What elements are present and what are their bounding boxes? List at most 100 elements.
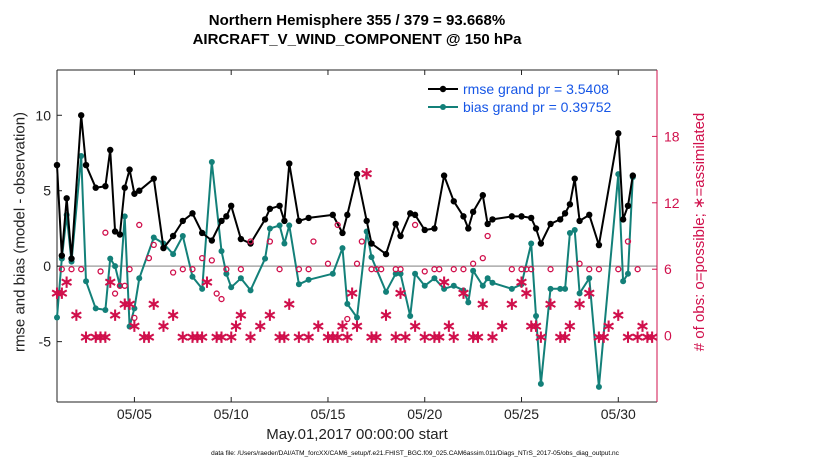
x-tick-label: 05/20 [407,406,442,422]
rmse-point [566,201,574,208]
bias-point [518,281,525,288]
rmse-point [537,240,545,247]
obs-assimilated-marker: ∗ [108,305,122,324]
data-file-footnote: data file: /Users/raeder/DAI/ATM_forcXX/… [211,450,619,457]
rmse-point [527,214,535,222]
obs-assimilated-marker: ∗ [611,305,625,324]
rmse-point [286,160,293,167]
obs-possible-marker [276,266,283,273]
bias-point [107,255,114,262]
obs-assimilated-marker: ∗ [229,317,243,336]
bias-point [407,312,414,319]
rmse-point [116,231,124,238]
bias-point [102,306,109,313]
rmse-point [392,220,399,228]
obs-possible-marker [479,254,486,262]
obs-possible-marker [150,241,157,249]
bias-point [266,225,273,232]
obs-assimilated-marker: ∗ [456,283,470,302]
rmse-point [295,217,303,225]
obs-assimilated-marker: ∗ [519,283,533,302]
bias-point [595,383,602,390]
bias-point [562,285,569,292]
obs-assimilated-marker: ∗ [89,328,103,347]
obs-possible-marker [358,238,365,245]
obs-assimilated-marker: ∗ [98,328,112,347]
bias-point [150,234,157,241]
obs-assimilated-marker: ∗ [360,164,374,183]
bias-point [508,285,515,292]
bias-point [286,222,293,229]
y-axis-right-label: # of obs: o=possible; ∗=assimilated [691,112,708,352]
legend-rmse-marker [439,85,447,93]
obs-assimilated-marker: ∗ [572,294,586,313]
obs-assimilated-marker: ∗ [514,272,528,291]
rmse-point [92,184,99,191]
obs-possible-marker [305,266,312,273]
rmse-point [276,202,283,210]
rmse-point [484,220,491,228]
obs-possible-marker [266,238,274,245]
bias-point [281,240,288,247]
bias-point [450,282,457,289]
obs-possible-marker [397,266,404,273]
rmse-point [329,211,337,219]
obs-assimilated-marker: ∗ [79,328,93,347]
bias-point [533,312,540,319]
y-right-tick-label: 18 [664,128,680,144]
obs-possible-marker [450,266,457,273]
obs-assimilated-marker: ∗ [529,317,543,336]
obs-assimilated-marker: ∗ [311,317,325,336]
obs-possible-marker [237,266,245,273]
obs-possible-marker [566,266,574,273]
rmse-point [266,205,274,213]
bias-point [305,276,312,283]
bias-point [179,233,186,239]
bias-point [262,255,269,262]
bias-point [54,314,60,321]
obs-assimilated-marker: ∗ [466,328,480,347]
rmse-series-group [53,112,637,262]
rmse-point [624,202,632,210]
chart-subtitle: AIRCRAFT_V_WIND_COMPONENT @ 150 hPa [192,31,522,48]
rmse-point [189,210,196,217]
obs-possible-marker [213,290,220,297]
obs-possible-marker [411,221,419,229]
rmse-point [629,172,637,179]
rmse-point [353,170,361,178]
obs-possible-marker [223,266,230,273]
obs-possible-marker [378,266,385,273]
rmse-point [179,217,187,225]
obs-assimilated-marker: ∗ [640,328,654,347]
bias-point [557,285,564,292]
x-tick-label: 05/30 [601,406,636,422]
obs-assimilated-marker: ∗ [253,317,267,336]
obs-assimilated-marker: ∗ [176,328,190,347]
obs-assimilated-marker: ∗ [582,283,596,302]
obs-assimilated-marker: ∗ [137,328,151,347]
chart-title: Northern Hemisphere 355 / 379 = 93.668% [208,12,506,29]
bias-point [295,281,302,288]
obs-possible-marker [615,266,622,273]
y-axis-label: rmse and bias (model - observation) [11,111,29,353]
bias-point [620,278,627,285]
obs-assimilated-marker: ∗ [156,317,170,336]
obs-assimilated-marker: ∗ [345,283,359,302]
rmse-point [150,175,157,182]
bias-point [547,285,554,292]
obs-assimilated-marker: ∗ [631,328,645,347]
rmse-point [198,229,206,237]
rmse-point [479,192,487,199]
bias-line [56,155,634,388]
obs-assimilated-marker: ∗ [321,328,335,347]
obs-assimilated-marker: ∗ [553,328,567,347]
rmse-point [586,211,593,219]
x-tick-label: 05/05 [117,406,152,422]
obs-assimilated-marker: ∗ [214,328,228,347]
bias-point [136,275,143,282]
obs-assimilated-marker: ∗ [224,328,238,347]
bias-point [392,270,399,277]
rmse-point [281,217,288,225]
